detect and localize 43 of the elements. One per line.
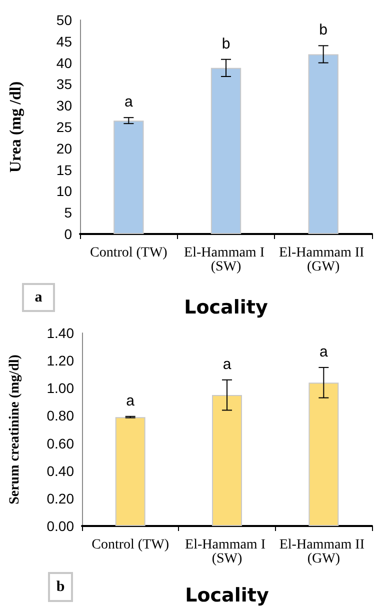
y-tick-label: 5	[64, 204, 72, 221]
y-tick-label: 1.40	[46, 325, 74, 341]
bar	[114, 120, 144, 234]
y-tick-label: 1.20	[46, 352, 74, 369]
y-tick-label: 50	[56, 12, 72, 28]
annotation: b	[222, 35, 230, 52]
y-tick-label: 40	[56, 54, 72, 71]
bar	[308, 54, 338, 234]
y-tick-label: 10	[56, 183, 72, 200]
bar	[115, 417, 146, 526]
x-tick-label: El-Hammam II (GW)	[279, 246, 368, 274]
x-tick-label: Control (TW)	[90, 246, 168, 260]
annotation: b	[319, 22, 328, 39]
y-tick-label: 0.80	[46, 408, 74, 424]
y-tick-label: 20	[56, 140, 72, 156]
x-axis-title: Locality	[185, 584, 270, 606]
bar	[210, 68, 242, 234]
y-tick-label: 35	[56, 76, 72, 92]
annotation: a	[319, 343, 328, 360]
y-tick-label: 25	[56, 119, 72, 135]
y-tick-label: 0.60	[46, 435, 74, 452]
y-axis-title: Urea (mg /dl)	[8, 81, 24, 173]
y-tick-label: 1.00	[46, 380, 74, 396]
text: b	[56, 579, 65, 595]
y-tick-label: 0.20	[46, 490, 74, 506]
y-tick-label: 15	[56, 162, 72, 178]
annotation: a	[126, 392, 136, 410]
bar	[212, 395, 242, 526]
y-tick-label: 45	[56, 33, 72, 50]
y-axis-title: Serum creatinine (mg/dl)	[8, 354, 22, 504]
bar	[308, 382, 339, 526]
y-tick-label: 0	[64, 226, 72, 242]
x-axis-title: Locality	[184, 296, 268, 318]
x-tick-label: El-Hammam I (SW)	[184, 246, 268, 274]
annotation: a	[222, 356, 232, 373]
x-tick-label: Control (TW)	[92, 538, 170, 552]
x-tick-label: El-Hammam I (SW)	[185, 538, 269, 566]
y-tick-label: 0.40	[46, 462, 74, 479]
text: a	[34, 290, 43, 306]
y-tick-label: 30	[56, 98, 72, 114]
x-tick-label: El-Hammam II (GW)	[279, 538, 368, 566]
y-tick-label: 0.00	[46, 518, 74, 534]
annotation: a	[124, 94, 134, 111]
